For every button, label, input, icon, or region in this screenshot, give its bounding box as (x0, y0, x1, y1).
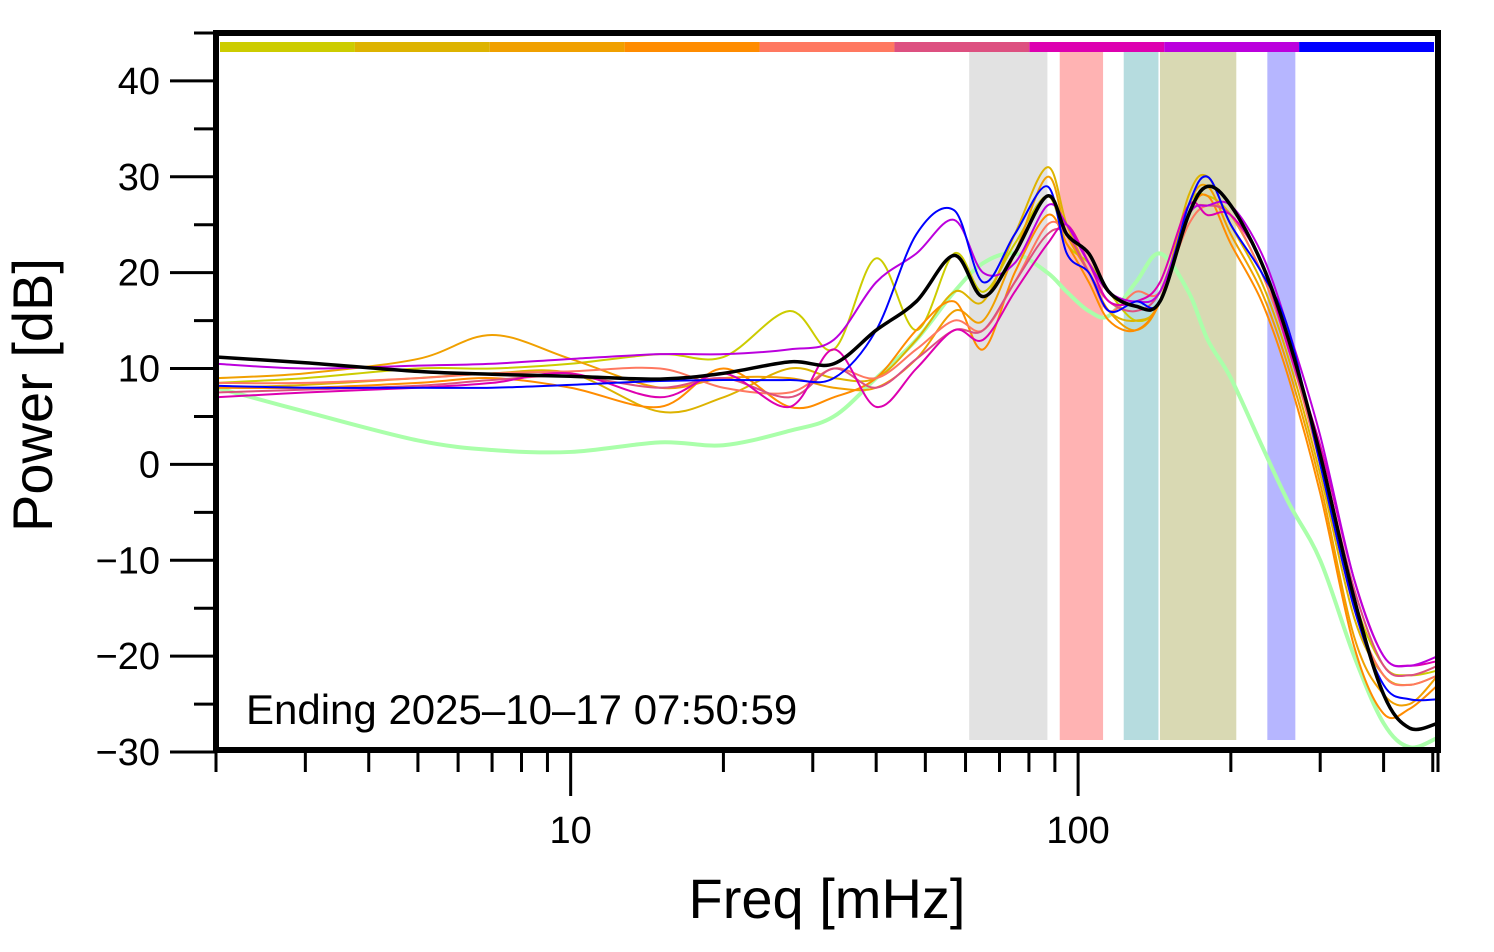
series-line (216, 175, 1438, 707)
series-line (216, 251, 1438, 750)
annotation-ending: Ending 2025–10–17 07:50:59 (246, 686, 797, 733)
y-tick-label: −30 (96, 732, 160, 774)
series-line (216, 166, 1438, 686)
color-bar-segment (759, 42, 895, 52)
x-tick-label: 10 (550, 810, 592, 852)
color-bar-segment (489, 42, 625, 52)
series-line (216, 193, 1438, 719)
plot-frame (213, 30, 1441, 753)
y-tick-label: 40 (118, 61, 160, 103)
x-tick-label: 100 (1046, 810, 1109, 852)
series-lines (216, 166, 1438, 750)
y-axis-title: Power [dB] (1, 258, 64, 532)
color-bar-segment (894, 42, 1030, 52)
y-tick-label: 20 (118, 253, 160, 295)
color-bar (220, 42, 1434, 52)
y-tick-labels: 40 30 20 10 0 −10 −20 −30 (96, 61, 160, 774)
y-tick-label: −20 (96, 636, 160, 678)
y-tick-label: 10 (118, 349, 160, 391)
frequency-bands (969, 52, 1296, 740)
color-bar-segment (1029, 42, 1165, 52)
x-tick-labels: 10 100 (550, 810, 1110, 852)
color-bar-segment (220, 42, 355, 52)
y-tick-label: −10 (96, 540, 160, 582)
color-bar-segment (624, 42, 760, 52)
frequency-band (1059, 52, 1104, 740)
x-axis-title: Freq [mHz] (689, 867, 966, 930)
frequency-band (1159, 52, 1237, 740)
color-bar-segment (1164, 42, 1300, 52)
axis-ticks (170, 31, 1440, 796)
series-line (216, 184, 1438, 732)
color-bar-segment (1299, 42, 1434, 52)
y-tick-label: 0 (139, 444, 160, 486)
color-bar-segment (354, 42, 490, 52)
frequency-band (969, 52, 1048, 740)
frequency-band (1267, 52, 1296, 740)
y-tick-label: 30 (118, 157, 160, 199)
frequency-band (1123, 52, 1159, 740)
